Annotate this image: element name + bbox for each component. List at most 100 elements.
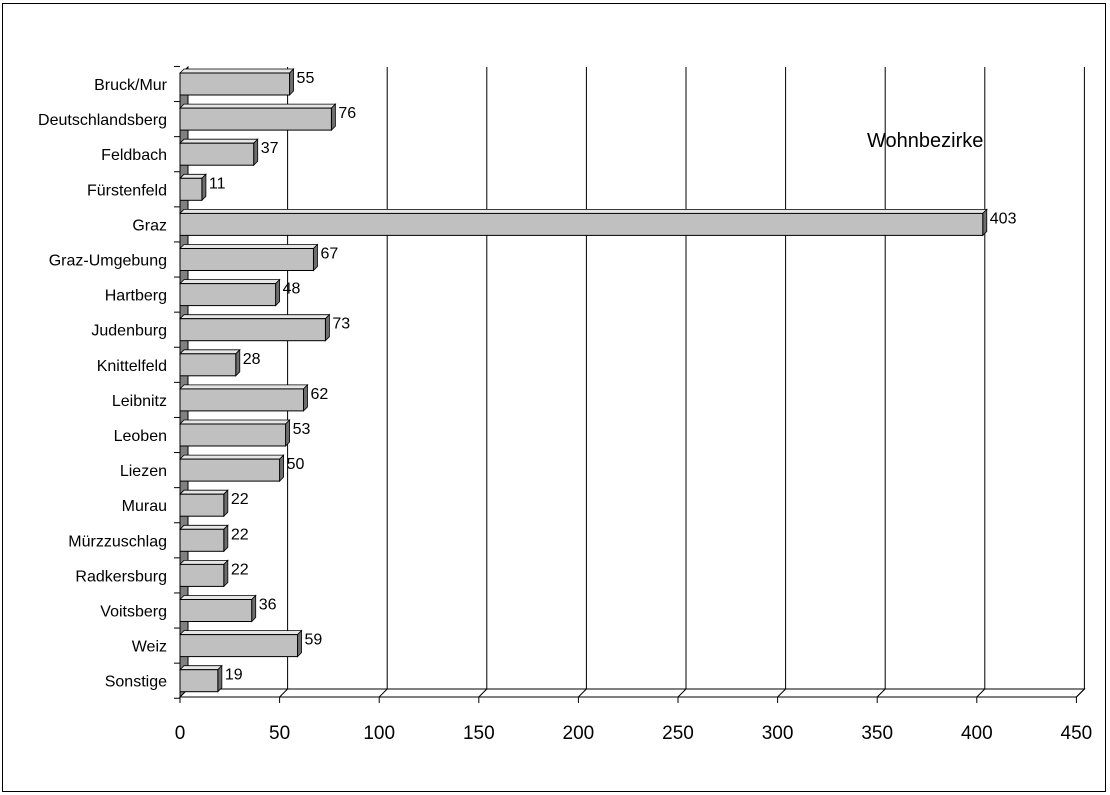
data-label: 11 [209, 175, 226, 192]
data-label: 73 [332, 316, 350, 333]
data-label: 76 [338, 105, 356, 122]
bar [179, 72, 291, 96]
gridline-floor [777, 688, 786, 698]
bar-side-face [275, 278, 281, 307]
bar-side-face [330, 103, 336, 132]
gridline-floor [578, 688, 587, 698]
data-label: 59 [305, 632, 323, 649]
bar [179, 599, 253, 622]
gridline-floor [1076, 688, 1085, 698]
bar-side-face [303, 383, 308, 412]
bar [179, 142, 255, 166]
chart-floor [178, 688, 1086, 698]
data-label: 19 [225, 667, 243, 684]
category-label: Leoben [114, 428, 167, 445]
x-tick-label: 400 [961, 723, 993, 744]
bar-top-face [179, 384, 309, 390]
bar-side-face [982, 208, 988, 237]
category-label: Liezen [120, 463, 167, 480]
category-label: Sonstige [105, 674, 167, 691]
category-label: Graz [132, 217, 167, 234]
data-label: 28 [243, 351, 261, 368]
bar-top-face [179, 524, 229, 530]
bar [179, 283, 277, 307]
x-tick-label: 450 [1061, 723, 1093, 744]
bar-side-face [297, 629, 302, 658]
bar-top-face [179, 665, 223, 671]
bar [179, 493, 225, 517]
bar-side-face [223, 524, 229, 553]
x-tick-label: 250 [662, 723, 694, 744]
bar-top-face [179, 419, 291, 425]
bar [179, 107, 332, 131]
bar [179, 353, 237, 377]
bar-side-face [217, 664, 223, 693]
bar [179, 388, 305, 412]
data-label: 62 [311, 386, 329, 403]
data-label: 22 [231, 561, 249, 578]
x-tick-label: 0 [175, 723, 186, 744]
data-label: 403 [990, 210, 1017, 227]
data-label: 37 [261, 140, 279, 157]
bar-top-face [179, 279, 281, 285]
data-label: 22 [231, 526, 249, 543]
bar-side-face [279, 454, 285, 483]
category-label: Graz-Umgebung [49, 253, 167, 270]
category-label: Mürzzuschlag [68, 533, 167, 550]
bar [179, 248, 314, 271]
category-label: Hartberg [105, 288, 167, 305]
bar-side-face [235, 348, 241, 377]
bar [179, 634, 299, 658]
bar-top-face [179, 138, 259, 144]
gridline-floor [378, 688, 388, 698]
data-label: 50 [287, 456, 305, 473]
data-label: 67 [320, 246, 338, 263]
bar-side-face [289, 68, 294, 96]
x-tick-label: 200 [563, 723, 595, 744]
bar-top-face [179, 103, 337, 109]
category-label: Fürstenfeld [87, 182, 167, 199]
bar-side-face [313, 243, 318, 272]
bar-top-face [179, 595, 257, 600]
category-label: Radkersburg [75, 568, 167, 585]
bar-top-face [179, 349, 241, 355]
gridline-floor [677, 688, 687, 698]
gridline-floor [478, 688, 488, 698]
category-label: Knittelfeld [97, 358, 167, 375]
bar-top-face [179, 630, 303, 635]
bar-side-face [223, 489, 229, 518]
data-label: 48 [283, 281, 301, 298]
category-label: Bruck/Mur [94, 77, 168, 94]
bar [179, 423, 287, 447]
bar [179, 318, 326, 342]
bar-top-face [179, 244, 319, 249]
x-tick-label: 150 [463, 723, 495, 744]
bar-top-face [179, 489, 229, 495]
data-label: 55 [297, 70, 315, 87]
data-label: 53 [293, 421, 311, 438]
bar-side-face [325, 313, 330, 342]
data-label: 22 [231, 491, 249, 508]
bar-side-face [253, 138, 259, 167]
bar-side-face [223, 559, 229, 588]
gridline-floor [976, 688, 986, 698]
bar [179, 458, 281, 482]
bar [179, 177, 203, 201]
bar [179, 669, 219, 693]
bar [179, 563, 225, 587]
x-tick-label: 100 [363, 723, 395, 744]
bar-top-face [179, 454, 285, 460]
bar-top-face [179, 314, 331, 320]
chart-title: Wohnbezirke [867, 130, 984, 152]
gridline-floor [279, 688, 288, 698]
bar-top-face [179, 560, 229, 565]
x-tick-label: 350 [861, 723, 893, 744]
gridline-floor [876, 688, 886, 698]
category-label: Weiz [132, 639, 167, 656]
data-label: 36 [259, 597, 277, 614]
category-label: Feldbach [101, 147, 167, 164]
bar-top-face [179, 208, 988, 214]
category-label: Judenburg [91, 323, 167, 340]
bar [179, 212, 984, 236]
